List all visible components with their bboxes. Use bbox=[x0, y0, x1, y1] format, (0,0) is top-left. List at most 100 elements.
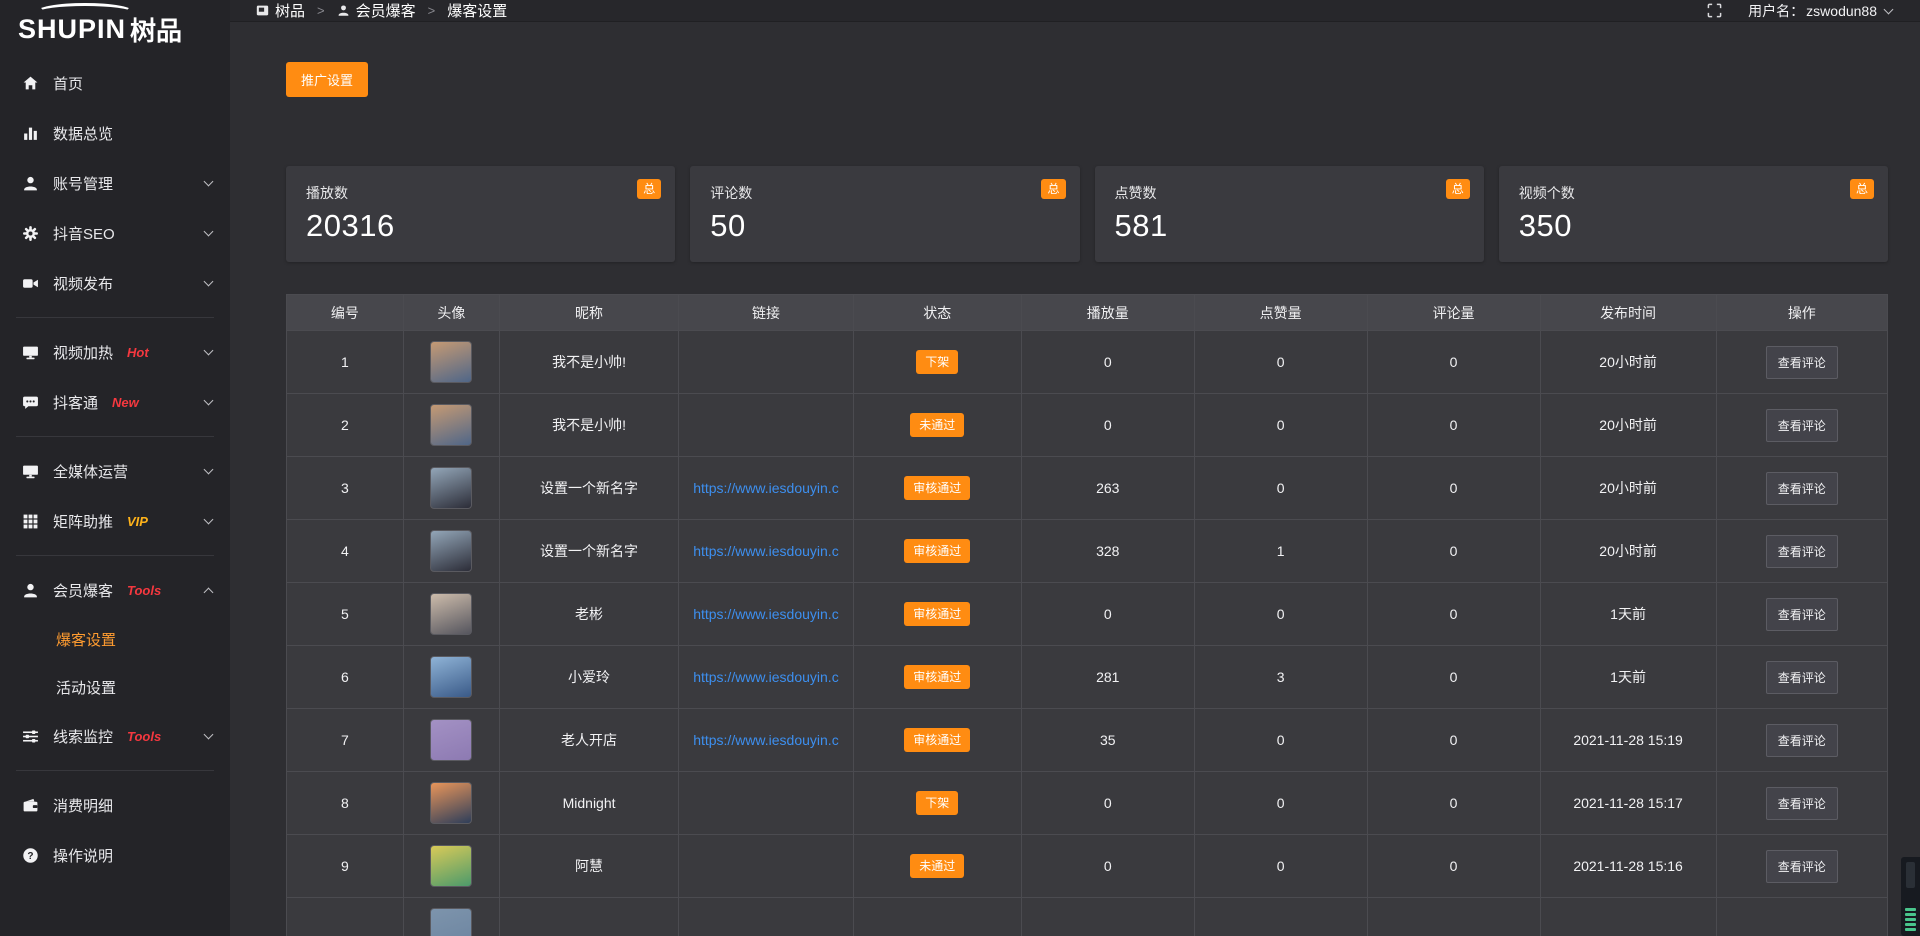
col-header-publish-time: 发布时间 bbox=[1539, 294, 1717, 331]
view-comments-button[interactable]: 查看评论 bbox=[1765, 849, 1838, 883]
status-badge[interactable]: 审核通过 bbox=[904, 665, 971, 689]
sidebar-subitem-activity-settings[interactable]: 活动设置 bbox=[0, 663, 230, 711]
cell-link bbox=[678, 393, 854, 457]
view-comments-button[interactable]: 查看评论 bbox=[1765, 345, 1838, 379]
sidebar-item-data-overview[interactable]: 数据总览 bbox=[0, 108, 230, 158]
sidebar-item-clue-monitoring[interactable]: 线索监控 Tools bbox=[0, 711, 230, 761]
cell-id: 3 bbox=[286, 456, 404, 520]
cell-avatar bbox=[402, 834, 500, 898]
sidebar-item-matrix-boost[interactable]: 矩阵助推 VIP bbox=[0, 496, 230, 546]
stat-card-videos: 视频个数 350 总 bbox=[1498, 166, 1888, 262]
breadcrumb-item-baoke-settings: 爆客设置 bbox=[447, 0, 507, 21]
view-comments-button[interactable]: 查看评论 bbox=[1765, 786, 1838, 820]
breadcrumb-item-member-baoke[interactable]: 会员爆客 bbox=[337, 0, 416, 21]
status-badge[interactable]: 未通过 bbox=[910, 413, 965, 437]
video-link[interactable]: https://www.iesdouyin.c bbox=[693, 606, 839, 622]
table-header-row: 编号 头像 昵称 链接 状态 播放量 点赞量 评论量 发布时间 操作 bbox=[286, 294, 1889, 331]
stat-value: 20316 bbox=[306, 208, 395, 243]
user-menu[interactable]: 用户名： zswodun88 bbox=[1748, 1, 1894, 21]
cell-id: 4 bbox=[286, 519, 404, 583]
cell-link: https://www.iesdouyin.c bbox=[678, 519, 854, 583]
view-comments-button[interactable]: 查看评论 bbox=[1765, 534, 1838, 568]
fullscreen-icon[interactable] bbox=[1707, 3, 1722, 18]
chevron-down-icon bbox=[203, 226, 214, 237]
stat-value: 50 bbox=[710, 208, 746, 243]
sidebar-item-label: 抖音SEO bbox=[53, 225, 115, 243]
video-link[interactable]: https://www.iesdouyin.c bbox=[693, 543, 839, 559]
stat-card-comments: 评论数 50 总 bbox=[690, 166, 1080, 262]
status-badge[interactable]: 审核通过 bbox=[904, 602, 971, 626]
avatar[interactable] bbox=[430, 593, 473, 635]
sidebar: SHUPIN 树品 首页 数据总览 账号管理 抖音SEO 视频发布 bbox=[0, 0, 230, 936]
view-comments-button[interactable]: 查看评论 bbox=[1765, 471, 1838, 505]
sidebar-item-account-management[interactable]: 账号管理 bbox=[0, 158, 230, 208]
widget-green-bar bbox=[1905, 918, 1916, 921]
cell-comments: 0 bbox=[1366, 519, 1541, 583]
view-comments-button[interactable]: 查看评论 bbox=[1765, 660, 1838, 694]
avatar[interactable] bbox=[430, 719, 473, 761]
avatar[interactable] bbox=[430, 845, 473, 887]
tools-tag: Tools bbox=[127, 582, 162, 598]
help-icon: ? bbox=[22, 847, 39, 864]
avatar[interactable] bbox=[430, 404, 473, 446]
cell-likes: 1 bbox=[1193, 519, 1368, 583]
cell-comments: 0 bbox=[1366, 456, 1541, 520]
status-badge[interactable]: 审核通过 bbox=[904, 728, 971, 752]
status-badge[interactable]: 审核通过 bbox=[904, 476, 971, 500]
video-link[interactable]: https://www.iesdouyin.c bbox=[693, 732, 839, 748]
view-comments-button[interactable]: 查看评论 bbox=[1765, 723, 1838, 757]
cell-actions: 查看评论 bbox=[1715, 519, 1889, 583]
sidebar-subitem-label: 活动设置 bbox=[56, 679, 117, 697]
floating-widget[interactable] bbox=[1901, 857, 1920, 936]
chevron-down-icon bbox=[203, 514, 214, 525]
avatar[interactable] bbox=[430, 467, 473, 509]
cell-id: 1 bbox=[286, 330, 404, 394]
cell-nickname: Midnight bbox=[498, 771, 680, 835]
col-header-plays: 播放量 bbox=[1020, 294, 1195, 331]
breadcrumb-separator: > bbox=[427, 3, 436, 18]
chevron-up-icon bbox=[203, 587, 214, 597]
sidebar-item-all-media[interactable]: 全媒体运营 bbox=[0, 446, 230, 496]
stat-card-plays: 播放数 20316 总 bbox=[286, 166, 676, 262]
cell-actions: 查看评论 bbox=[1715, 456, 1889, 520]
avatar[interactable] bbox=[430, 656, 473, 698]
video-link[interactable]: https://www.iesdouyin.c bbox=[693, 669, 839, 685]
app-square-icon bbox=[256, 4, 269, 17]
sidebar-item-home[interactable]: 首页 bbox=[0, 58, 230, 108]
sidebar-item-video-publish[interactable]: 视频发布 bbox=[0, 258, 230, 308]
cell-id: 6 bbox=[286, 645, 404, 709]
promotion-settings-button[interactable]: 推广设置 bbox=[286, 62, 369, 97]
avatar[interactable] bbox=[430, 341, 473, 383]
cell-comments: 0 bbox=[1366, 834, 1541, 898]
table-row: 9 阿慧 未通过 0 0 0 2021-11-28 15:16 查看评论 bbox=[286, 834, 1889, 898]
cell-status: 审核通过 bbox=[852, 456, 1022, 520]
status-badge[interactable]: 审核通过 bbox=[904, 539, 971, 563]
sidebar-item-consumption-details[interactable]: 消费明细 bbox=[0, 780, 230, 830]
sidebar-item-member-baoke[interactable]: 会员爆客 Tools bbox=[0, 565, 230, 615]
status-badge[interactable]: 下架 bbox=[916, 791, 959, 815]
breadcrumb-separator: > bbox=[317, 3, 325, 18]
sidebar-subitem-baoke-settings[interactable]: 爆客设置 bbox=[0, 615, 230, 663]
sidebar-item-douyin-seo[interactable]: 抖音SEO bbox=[0, 208, 230, 258]
avatar[interactable] bbox=[430, 782, 473, 824]
avatar[interactable] bbox=[430, 908, 473, 936]
cell-publish-time: 2021-11-28 15:16 bbox=[1539, 834, 1717, 898]
widget-green-bar bbox=[1905, 928, 1916, 931]
breadcrumb-item-shupin[interactable]: 树品 bbox=[256, 0, 305, 21]
sidebar-item-label: 视频发布 bbox=[53, 275, 114, 293]
sidebar-item-video-heating[interactable]: 视频加热 Hot bbox=[0, 327, 230, 377]
col-header-actions: 操作 bbox=[1715, 294, 1889, 331]
cell-comments: 0 bbox=[1366, 582, 1541, 646]
view-comments-button[interactable]: 查看评论 bbox=[1765, 408, 1838, 442]
topbar-right: 用户名： zswodun88 bbox=[1707, 1, 1894, 21]
video-link[interactable]: https://www.iesdouyin.c bbox=[693, 480, 839, 496]
status-badge[interactable]: 未通过 bbox=[910, 854, 965, 878]
chevron-down-icon bbox=[203, 276, 214, 287]
sidebar-item-douketong[interactable]: 抖客通 New bbox=[0, 377, 230, 427]
cell-avatar bbox=[402, 330, 500, 394]
cell-status: 审核通过 bbox=[852, 645, 1022, 709]
status-badge[interactable]: 下架 bbox=[916, 350, 959, 374]
sidebar-item-operation-guide[interactable]: ? 操作说明 bbox=[0, 830, 230, 880]
avatar[interactable] bbox=[430, 530, 473, 572]
view-comments-button[interactable]: 查看评论 bbox=[1765, 597, 1838, 631]
